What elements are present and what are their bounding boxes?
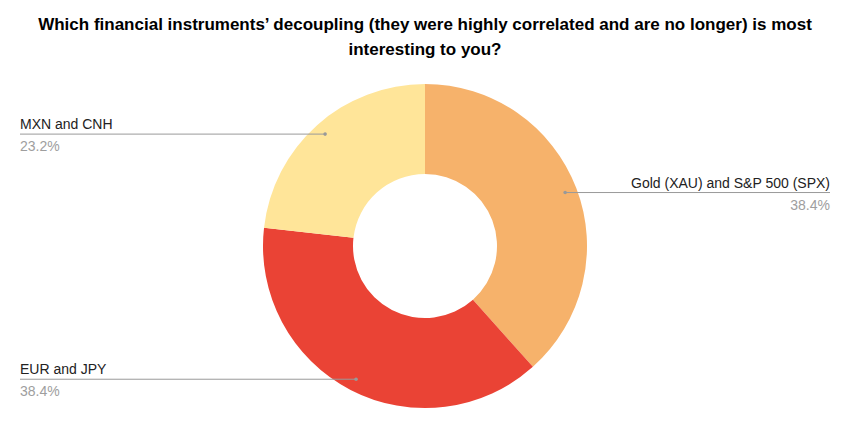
category-label: Gold (XAU) and S&P 500 (SPX) — [631, 175, 830, 191]
leader-dot — [323, 132, 327, 136]
background — [0, 0, 851, 428]
leader-line — [20, 134, 325, 135]
labels: Gold (XAU) and S&P 500 (SPX) 38.4% EUR and… — [20, 116, 830, 399]
leader-dot — [563, 191, 567, 195]
category-label: EUR and JPY — [20, 361, 107, 377]
slice — [264, 84, 425, 238]
leader-line — [20, 379, 356, 380]
leader-line — [565, 192, 830, 193]
chart: Which financial instruments’ decoupling … — [0, 0, 851, 428]
title-line: interesting to you? — [349, 40, 502, 59]
value-label: 38.4% — [20, 383, 60, 399]
slices — [263, 84, 587, 408]
title-line: Which financial instruments’ decoupling … — [38, 15, 812, 34]
category-label: MXN and CNH — [20, 116, 113, 132]
value-label: 38.4% — [790, 197, 830, 213]
title: Which financial instruments’ decoupling … — [38, 15, 812, 59]
value-label: 23.2% — [20, 138, 60, 154]
plot-area — [263, 84, 587, 408]
leader-dot — [354, 377, 358, 381]
slice — [263, 228, 533, 408]
